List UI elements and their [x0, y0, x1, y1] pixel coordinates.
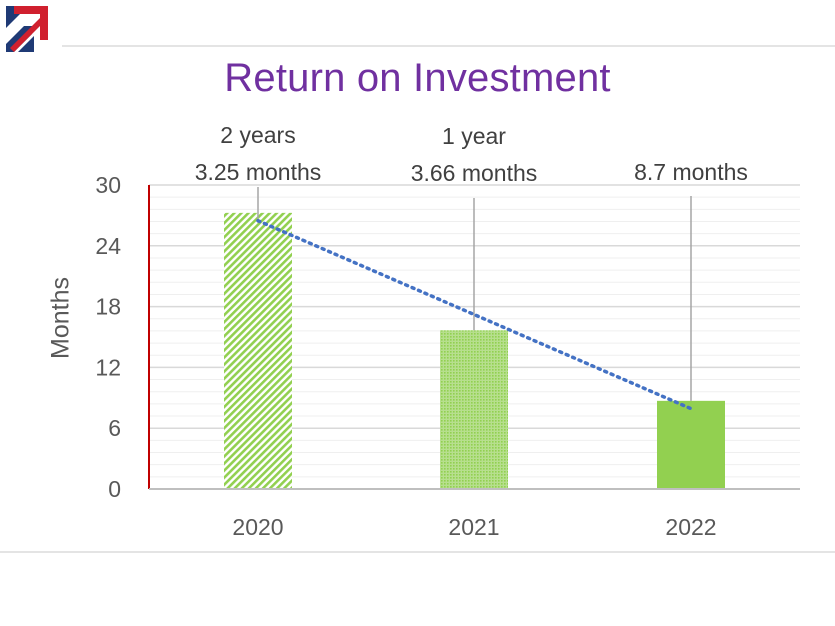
chart-title: Return on Investment: [224, 56, 611, 100]
axes: [148, 185, 800, 490]
x-category-labels: 2020 2021 2022: [232, 514, 716, 540]
bars: [224, 212, 725, 489]
union-flag-arrow-logo-icon: [4, 4, 56, 54]
bar-annotation-text: 8.7 months: [634, 159, 748, 185]
x-category-label: 2021: [448, 514, 499, 540]
y-tick-label: 0: [108, 476, 121, 502]
annotation-leaders: [257, 187, 692, 401]
bar-2022: [657, 400, 725, 489]
y-tick-labels: 0 6 12 18 24 30: [95, 172, 121, 502]
y-tick-label: 6: [108, 415, 121, 441]
y-tick-label: 30: [95, 172, 121, 198]
top-divider: [62, 45, 835, 47]
bar-2021: [440, 330, 508, 489]
x-category-label: 2020: [232, 514, 283, 540]
bar-2020: [224, 212, 292, 489]
y-tick-label: 24: [95, 233, 121, 259]
trendline-line: [256, 218, 693, 411]
bar-annotation-text: 2 years: [220, 122, 295, 148]
bottom-divider: [0, 551, 835, 553]
x-category-label: 2022: [665, 514, 716, 540]
bar-annotation-text: 3.66 months: [411, 160, 538, 186]
y-tick-label: 18: [95, 294, 121, 320]
trendline: [256, 218, 693, 411]
bar-annotation-text: 3.25 months: [195, 159, 322, 185]
bar-annotations: 2 years 3.25 months 1 year 3.66 months 8.7 m…: [195, 122, 748, 186]
bar-annotation-text: 1 year: [442, 123, 506, 149]
y-tick-label: 12: [95, 354, 121, 380]
